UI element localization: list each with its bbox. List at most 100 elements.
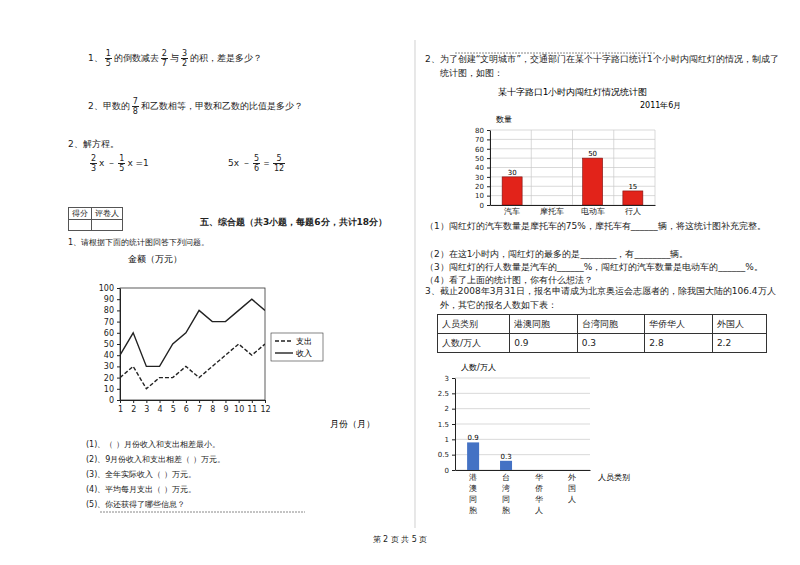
legend-swatch: [275, 352, 293, 353]
tick-mark: [212, 400, 213, 403]
tick-mark: [452, 455, 455, 456]
grid-line-vertical: [655, 130, 656, 205]
tick: 台湾同胞: [502, 470, 510, 515]
numerator: 7: [132, 97, 139, 107]
denominator: 5: [118, 164, 125, 173]
numerator: 2: [90, 154, 97, 164]
data-label: 0.9: [468, 434, 479, 442]
data-table: 人员类别港澳同胞台湾同胞华侨华人外国人人数/万人0.90.32.82.2: [437, 314, 767, 353]
tick-mark: [265, 400, 266, 403]
text: x =1: [127, 158, 148, 168]
tick: 2: [445, 405, 455, 413]
data-label: 0.3: [500, 453, 511, 461]
tick: 40: [475, 164, 490, 172]
line-chart: 0102030405060708090100123456789101112金额（…: [99, 254, 375, 429]
tick-mark: [146, 400, 147, 403]
axis-line: [120, 289, 121, 401]
tick-label: 80: [475, 127, 484, 135]
tick-label: 2.5: [438, 390, 449, 398]
data-label: 30: [508, 169, 517, 177]
text: 1、: [88, 53, 103, 63]
sub-question: (2)、9月份收入和支出相差（ ）万元。: [86, 453, 225, 467]
tick-label: 70: [104, 318, 114, 327]
tick-label: 摩托车: [540, 207, 564, 216]
tick: 1.5: [438, 421, 455, 429]
tick-label: 9: [223, 405, 228, 414]
tick: 50: [104, 340, 120, 349]
tick: 100: [99, 284, 120, 293]
tick-mark: [452, 424, 455, 425]
question: 1、请根据下面的统计图回答下列问题。: [68, 236, 209, 250]
cell: 0.3: [577, 334, 645, 353]
bar: [623, 191, 643, 205]
tick: 8: [210, 400, 215, 414]
tick-mark: [117, 355, 120, 356]
denominator: 6: [253, 164, 260, 173]
legend-label: 收入: [296, 349, 312, 358]
tick-label: 40: [104, 351, 114, 360]
fraction: 15: [105, 49, 112, 68]
tick: 20: [104, 374, 120, 383]
tick-mark: [199, 400, 200, 403]
legend-label: 支出: [296, 337, 312, 346]
tick-mark: [452, 409, 455, 410]
numerator: 1: [105, 49, 112, 59]
cell: 人员类别: [438, 315, 510, 334]
text: 和乙数相等，甲数和乙数的比值是多少？: [141, 101, 303, 111]
tick-label: 6: [184, 405, 189, 414]
tick: 10: [234, 400, 244, 414]
cell: 港澳同胞: [510, 315, 578, 334]
legend-box: [271, 333, 323, 361]
question: 3、截止2008年3月31日，报名申请成为北京奥运会志愿者的，除我国大陆的106…: [425, 284, 785, 312]
tick: 2: [131, 400, 136, 414]
tick-label: 20: [104, 374, 114, 383]
fraction: 15: [118, 154, 125, 173]
tick-label: 40: [475, 164, 484, 172]
equation: 5x －56＝512: [228, 153, 287, 173]
tick: 华侨华人: [535, 470, 543, 515]
axis: 00.511.522.53: [438, 375, 456, 475]
tick-label: 行人: [625, 207, 641, 216]
tick-label: 3: [445, 375, 449, 383]
score-box: 得分评卷人: [68, 207, 123, 231]
plot-area: [120, 299, 265, 389]
text: 的倒数减去: [114, 53, 159, 63]
tick: 1: [118, 400, 123, 414]
tick-label: 汽车: [504, 207, 520, 216]
bar-chart: 00.511.522.53港澳同胞台湾同胞华侨华人外国人0.90.3人数/万人人…: [438, 363, 630, 515]
cell: [69, 220, 92, 231]
tick: 7: [197, 400, 202, 414]
tick-label: 外国人: [568, 473, 576, 504]
axis: 汽车 摩托车 电动车 行人: [491, 205, 656, 216]
tick-label: 50: [475, 155, 484, 163]
chart-subtitle: 2011年6月: [640, 101, 681, 110]
heading: 2、解方程。: [68, 137, 119, 151]
tick-mark: [117, 378, 120, 379]
numerator: 3: [181, 49, 188, 59]
axis: 01020304050607080: [475, 127, 490, 210]
tick-mark: [487, 177, 490, 178]
tick-label: 2: [131, 405, 136, 414]
question: 2、甲数的78和乙数相等，甲数和乙数的比值是多少？: [88, 96, 303, 116]
tick: 10: [475, 192, 490, 200]
tick-label: 2: [445, 405, 449, 413]
cell: 2.8: [645, 334, 713, 353]
page: 0102030405060708090100123456789101112金额（…: [0, 0, 800, 565]
axis-line: [455, 379, 456, 471]
text: 的积，差是多少？: [190, 53, 262, 63]
tick: 3: [144, 400, 149, 414]
grid-line: [455, 424, 590, 425]
tick-mark: [117, 344, 120, 345]
tick-label: 电动车: [581, 207, 605, 216]
tick-label: 港澳同胞: [469, 473, 477, 515]
denominator: 5: [105, 59, 112, 68]
cell: 人数/万人: [438, 334, 510, 353]
tick-mark: [452, 470, 455, 471]
legend-swatch: [275, 340, 293, 341]
axis-title: 人员类别: [598, 473, 630, 482]
tick: 40: [104, 351, 120, 360]
tick-mark: [117, 310, 120, 311]
tick-label: 0: [445, 467, 449, 475]
tick-label: 80: [104, 306, 114, 315]
axis-line: [490, 131, 491, 206]
